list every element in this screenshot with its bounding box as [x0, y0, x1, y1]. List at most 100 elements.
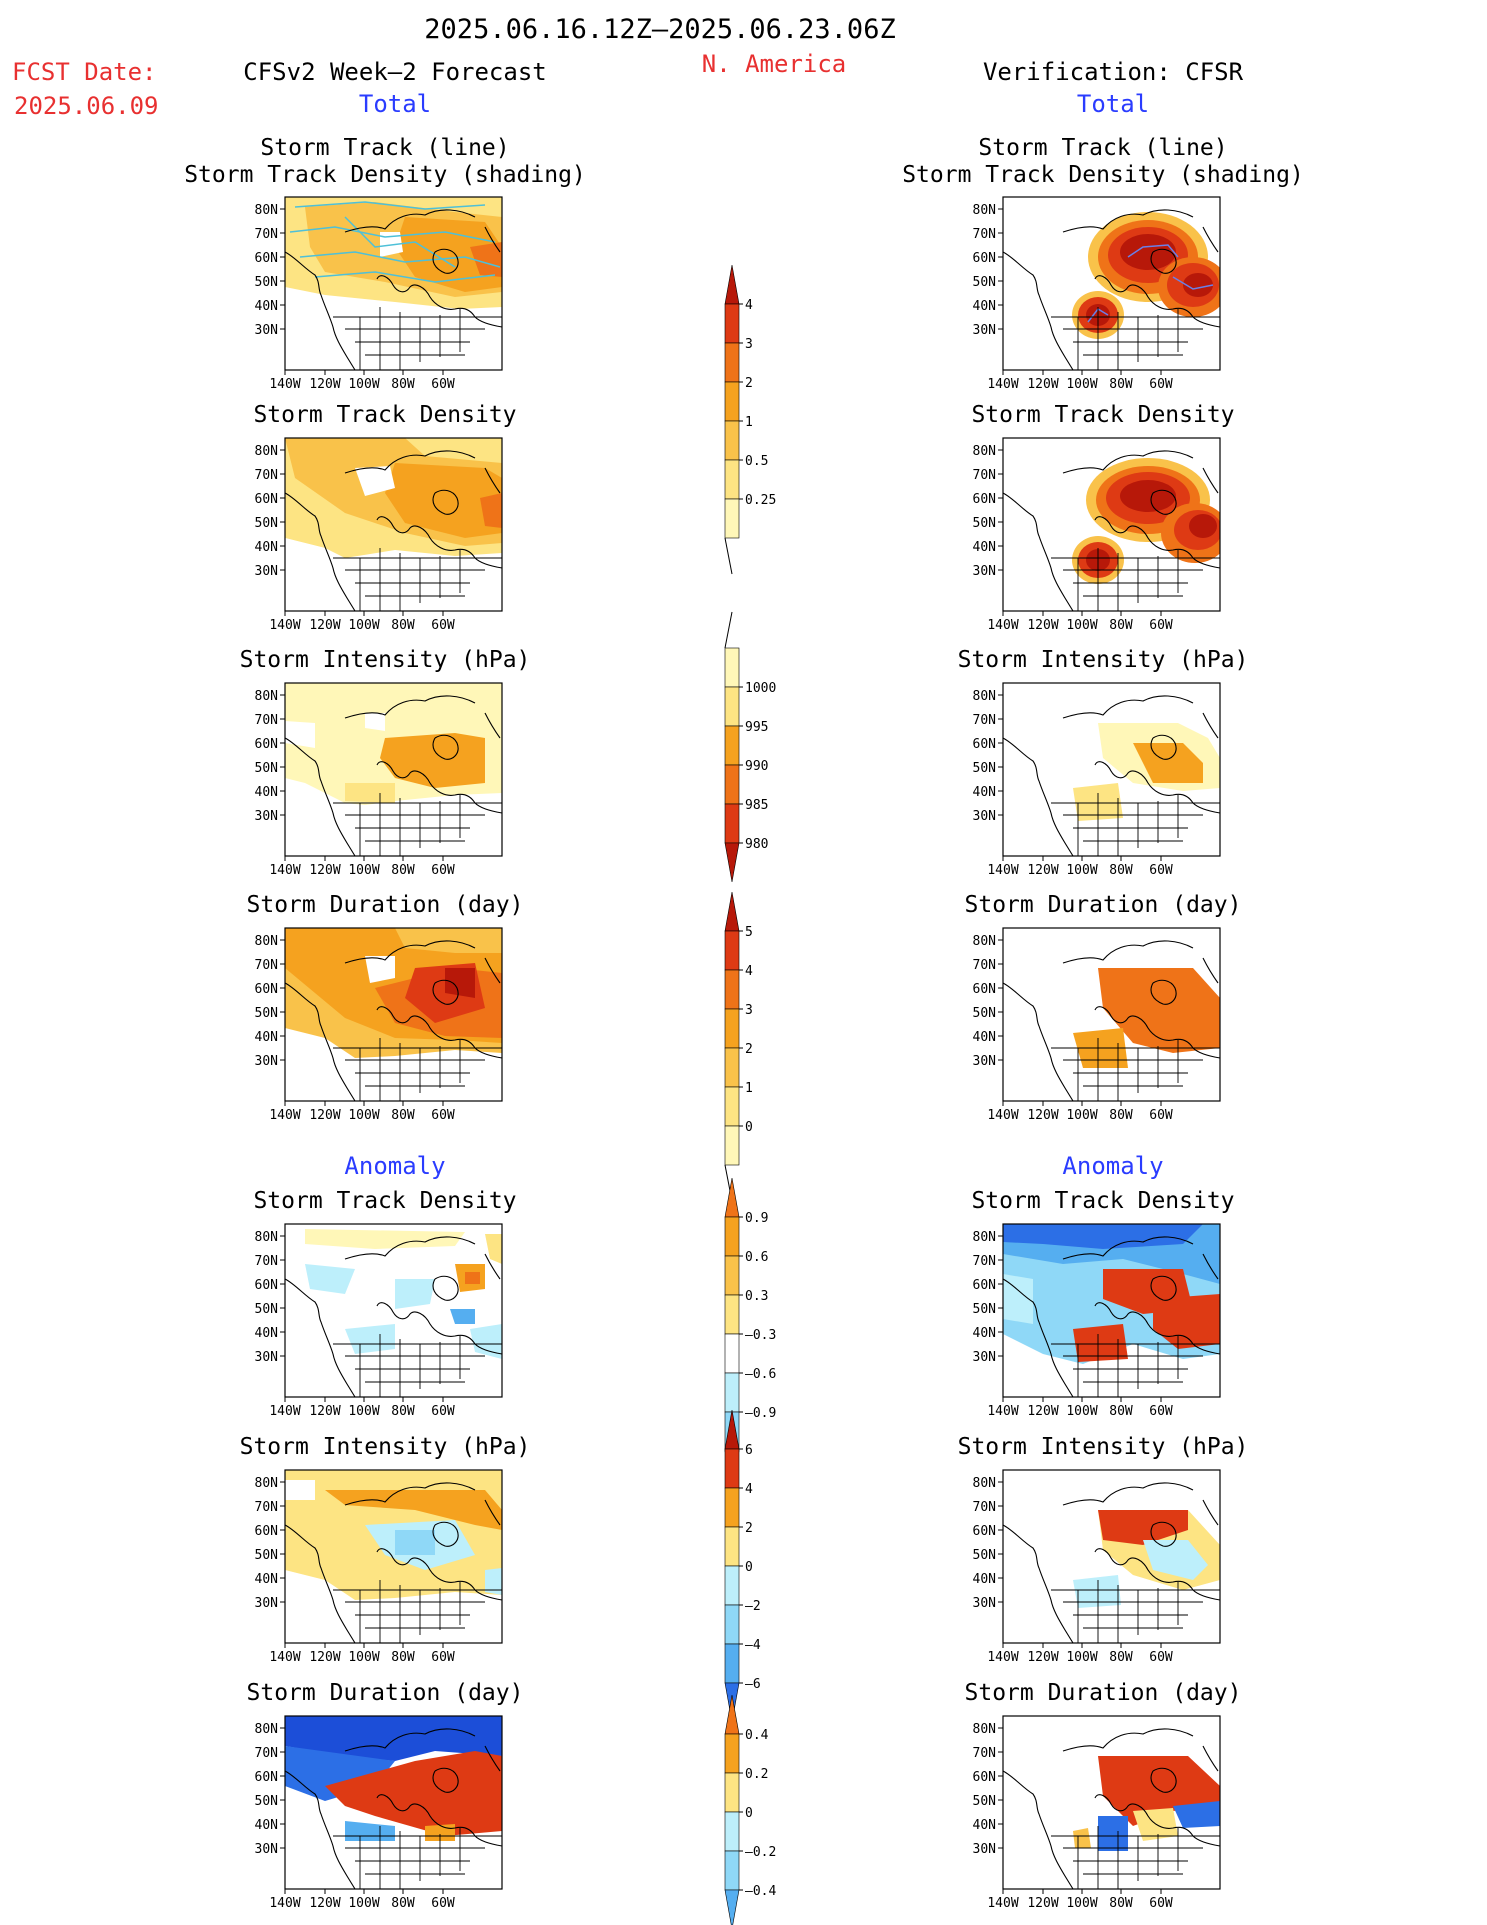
lat-label: 40N — [973, 1572, 996, 1587]
lon-label: 80W — [391, 863, 415, 878]
lat-label: 30N — [973, 1054, 996, 1069]
map-border — [1002, 196, 1221, 371]
lat-label: 50N — [973, 1548, 996, 1563]
lat-label: 40N — [255, 1572, 278, 1587]
map-frame: 80N 70N 60N 50N 40N 30N 140W 120W 100W 80W 60W — [973, 927, 1221, 1123]
colorbar-label: 1 — [745, 415, 753, 430]
lat-label: 70N — [973, 958, 996, 973]
map-border — [284, 927, 503, 1102]
lon-label: 80W — [391, 1108, 415, 1123]
period-title: 2025.06.16.12Z–2025.06.23.06Z — [424, 14, 895, 45]
lon-label: 100W — [348, 377, 379, 392]
lat-label: 80N — [973, 444, 996, 459]
coastline — [284, 1482, 503, 1644]
lat-label: 60N — [255, 1770, 278, 1785]
colorbar-label: –0.6 — [745, 1367, 776, 1382]
lat-label: 50N — [255, 761, 278, 776]
map-border — [284, 437, 503, 612]
lat-label: 60N — [973, 737, 996, 752]
lat-label: 50N — [973, 275, 996, 290]
map-border — [284, 682, 503, 857]
colorbar-label: 985 — [745, 798, 768, 813]
lon-label: 140W — [269, 863, 300, 878]
lon-label: 100W — [1066, 863, 1097, 878]
colorbar-label: –4 — [745, 1638, 761, 1653]
lat-label: 60N — [973, 1278, 996, 1293]
lat-label: 30N — [973, 809, 996, 824]
lat-label: 30N — [973, 564, 996, 579]
coastline — [284, 695, 503, 857]
lat-label: 70N — [255, 713, 278, 728]
colorbar-swatch — [724, 459, 740, 500]
map-frame: 80N 70N 60N 50N 40N 30N 140W 120W 100W 80W 60W — [255, 682, 503, 878]
panel-forecast-track-density: Storm Track Density 80N 70N 60N 50N 40N 30N 14… — [253, 402, 516, 633]
colorbar-label: 4 — [745, 1482, 753, 1497]
colorbar-swatch — [724, 1526, 740, 1567]
lon-label: 60W — [1149, 863, 1173, 878]
lat-label: 50N — [973, 1302, 996, 1317]
panel-cfsr-density-anomaly: Storm Track Density 80N 70N 60N 50N 40N 30N 14… — [971, 1188, 1234, 1419]
right-anomaly-label: Anomaly — [1062, 1152, 1163, 1180]
coastline — [284, 940, 503, 1102]
panel-cfsr-duration: Storm Duration (day) 80N 70N 60N 50N 40N 30N 1… — [965, 892, 1242, 1123]
lat-label: 50N — [255, 516, 278, 531]
colorbar-swatch — [724, 1604, 740, 1645]
lat-label: 40N — [973, 1818, 996, 1833]
lat-label: 70N — [973, 713, 996, 728]
state-borders — [1051, 548, 1220, 611]
coastline — [284, 1236, 503, 1398]
state-borders — [333, 307, 502, 370]
map-frame: 80N 70N 60N 50N 40N 30N 140W 120W 100W 80W 60W — [255, 196, 503, 392]
panel-title: Storm Intensity (hPa) — [958, 1434, 1249, 1460]
lon-label: 100W — [348, 618, 379, 633]
lat-label: 80N — [973, 1476, 996, 1491]
map-shading — [1003, 1224, 1220, 1364]
panel-cfsr-track-density-shading: Storm Track (line) Storm Track Density (… — [902, 135, 1304, 392]
colorbar-swatch — [724, 803, 740, 844]
colorbar-swatch — [724, 498, 740, 539]
map-shading — [1072, 212, 1220, 339]
lat-label: 50N — [973, 1006, 996, 1021]
lon-label: 60W — [1149, 1896, 1173, 1911]
lon-label: 140W — [987, 1404, 1018, 1419]
panel-title: Storm Intensity (hPa) — [240, 647, 531, 673]
colorbar-swatch — [724, 303, 740, 344]
lon-label: 80W — [1109, 377, 1133, 392]
lat-label: 70N — [255, 1746, 278, 1761]
lat-label: 70N — [973, 1254, 996, 1269]
lat-label: 60N — [255, 251, 278, 266]
panel-subtitle: Storm Track Density (shading) — [184, 162, 586, 188]
colorbar-label: 0.6 — [745, 1250, 768, 1265]
map-frame: 80N 70N 60N 50N 40N 30N 140W 120W 100W 80W 60W — [255, 437, 503, 633]
colorbar-swatch — [724, 647, 740, 688]
map-border — [1002, 437, 1221, 612]
right-total-label: Total — [1077, 90, 1149, 118]
colorbar-label: 2 — [745, 376, 753, 391]
coastline — [1002, 940, 1221, 1102]
colorbar-label: –6 — [745, 1677, 761, 1692]
colorbar-intensity-anomaly: 6 4 2 0 –2 –4 –6 — [724, 1409, 761, 1723]
lon-label: 80W — [391, 1650, 415, 1665]
lon-label: 60W — [431, 863, 455, 878]
lon-label: 100W — [348, 1650, 379, 1665]
state-borders — [1051, 1038, 1220, 1101]
lon-label: 60W — [1149, 1108, 1173, 1123]
lon-label: 120W — [1027, 863, 1058, 878]
lon-label: 100W — [348, 1404, 379, 1419]
colorbar-label: 5 — [745, 925, 753, 940]
lon-label: 140W — [987, 377, 1018, 392]
panel-title: Storm Duration (day) — [965, 1680, 1242, 1706]
lon-label: 140W — [987, 618, 1018, 633]
lon-label: 100W — [1066, 1108, 1097, 1123]
map-frame: 80N 70N 60N 50N 40N 30N 140W 120W 100W 80W 60W — [255, 1715, 503, 1911]
panel-cfsr-intensity: Storm Intensity (hPa) 80N 70N 60N 50N 40N 30N… — [958, 647, 1249, 878]
colorbar-swatch — [724, 1333, 740, 1374]
lat-label: 60N — [255, 982, 278, 997]
map-border — [284, 1223, 503, 1398]
state-borders — [333, 1334, 502, 1397]
colorbar-label: 0 — [745, 1560, 753, 1575]
colorbar-label: 0.3 — [745, 1289, 768, 1304]
lat-label: 50N — [973, 516, 996, 531]
colorbar-label: 0.25 — [745, 493, 776, 508]
